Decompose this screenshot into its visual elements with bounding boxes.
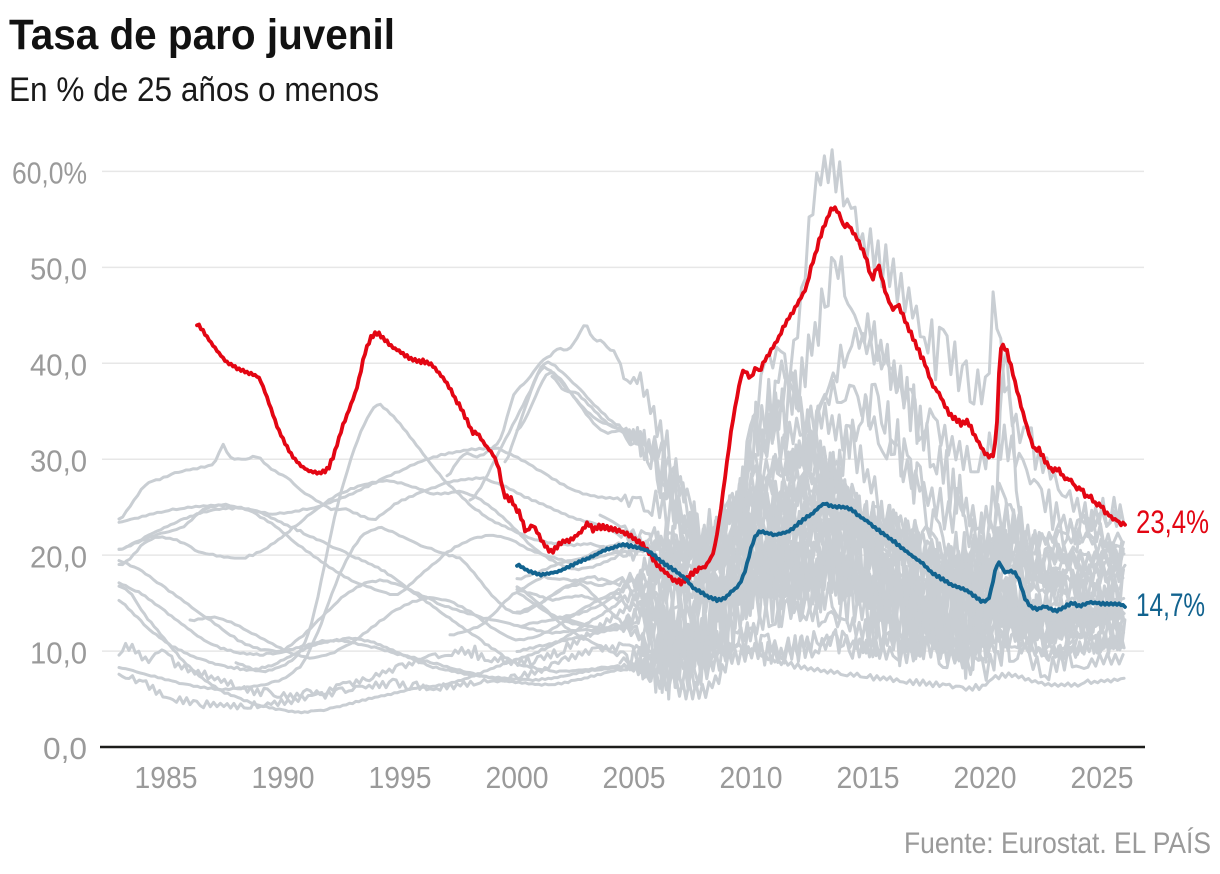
svg-text:1990: 1990 <box>252 760 315 795</box>
svg-text:2025: 2025 <box>1071 760 1134 795</box>
svg-text:50,0: 50,0 <box>30 252 87 287</box>
svg-text:40,0: 40,0 <box>30 348 87 383</box>
svg-text:14,7%: 14,7% <box>1136 587 1205 623</box>
svg-text:2000: 2000 <box>486 760 549 795</box>
svg-text:2020: 2020 <box>954 760 1017 795</box>
svg-text:60,0%: 60,0% <box>12 156 87 191</box>
svg-text:Tasa de paro juvenil: Tasa de paro juvenil <box>9 11 395 59</box>
svg-text:2015: 2015 <box>837 760 900 795</box>
svg-text:30,0: 30,0 <box>30 443 87 478</box>
svg-text:0,0: 0,0 <box>43 731 87 766</box>
svg-text:23,4%: 23,4% <box>1136 504 1209 540</box>
svg-text:2005: 2005 <box>603 760 666 795</box>
svg-text:2010: 2010 <box>720 760 783 795</box>
svg-text:En % de 25 años o menos: En % de 25 años o menos <box>9 71 379 109</box>
svg-text:Fuente: Eurostat. EL PAÍS: Fuente: Eurostat. EL PAÍS <box>904 827 1211 860</box>
svg-text:1985: 1985 <box>135 760 198 795</box>
svg-text:1995: 1995 <box>369 760 432 795</box>
svg-text:20,0: 20,0 <box>30 539 87 574</box>
svg-text:10,0: 10,0 <box>30 635 87 670</box>
